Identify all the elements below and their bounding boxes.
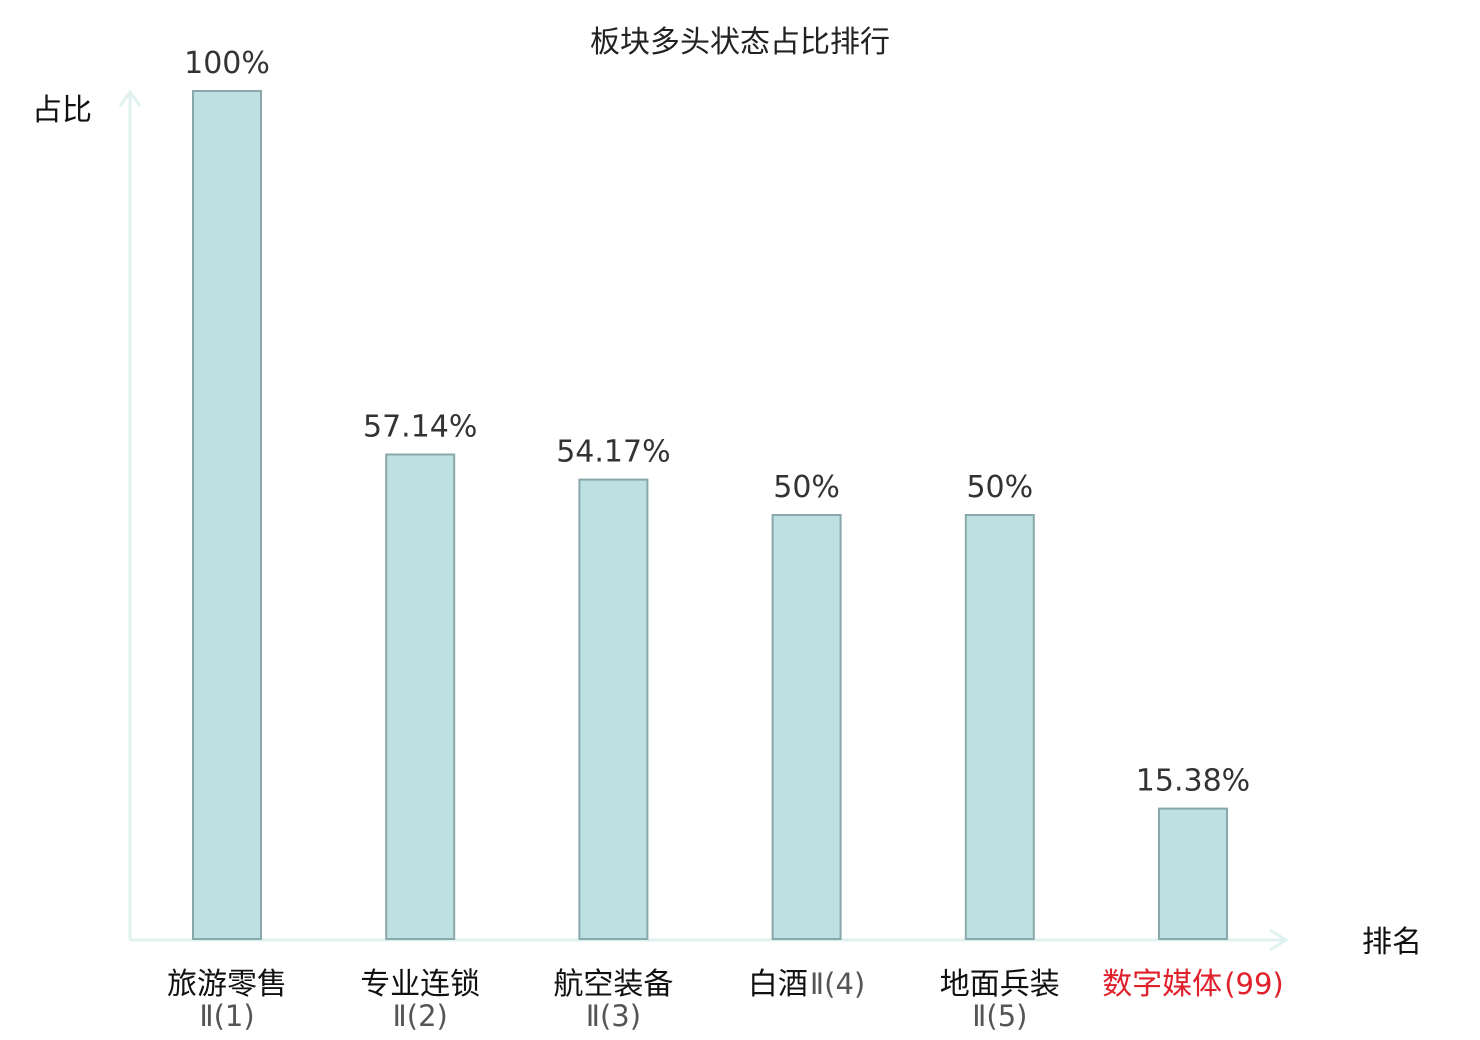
bar [385, 453, 456, 940]
bar [192, 90, 262, 940]
chart-title: 板块多头状态占比排行 [590, 25, 890, 60]
bar [771, 514, 842, 940]
value-labels-group: 100% 57.14% 54.17% 50% 50% 15.38% [184, 46, 1250, 799]
bar-value-label: 50% [966, 470, 1033, 505]
x-tick-label: 旅游零售 [167, 967, 287, 1002]
bar-value-label: 54.17% [556, 435, 670, 470]
bar [964, 514, 1035, 940]
bar-value-label: 50% [773, 470, 840, 505]
y-axis-arrow-icon [118, 89, 142, 107]
x-tick-rank: Ⅱ(2) [393, 999, 448, 1033]
x-tick-rank: Ⅱ(5) [972, 999, 1027, 1033]
x-tick-label: 数字媒体 [1102, 967, 1222, 1002]
bar [1158, 807, 1228, 940]
x-tick-label: 专业连锁 [360, 967, 480, 1002]
x-tick-label: 航空装备 [553, 967, 673, 1002]
x-tick-rank: Ⅱ(3) [586, 999, 641, 1033]
bar-value-label: 15.38% [1136, 764, 1250, 799]
x-axis: 排名 [130, 925, 1422, 960]
bar-value-label: 57.14% [363, 410, 477, 445]
x-tick-rank: Ⅱ(4) [810, 967, 865, 1001]
x-tick-label: 白酒 [748, 967, 808, 1002]
x-tick-label: 地面兵装 [940, 967, 1060, 1002]
bars-group [192, 90, 1228, 940]
y-axis: 占比 [32, 89, 142, 940]
x-tick-rank: Ⅱ(1) [199, 999, 254, 1033]
bar [578, 478, 649, 940]
x-axis-label: 排名 [1362, 925, 1422, 960]
bar-value-label: 100% [184, 46, 270, 81]
x-axis-arrow-icon [1269, 928, 1289, 952]
y-axis-label: 占比 [32, 93, 92, 128]
x-tick-rank: (99) [1224, 967, 1284, 1001]
